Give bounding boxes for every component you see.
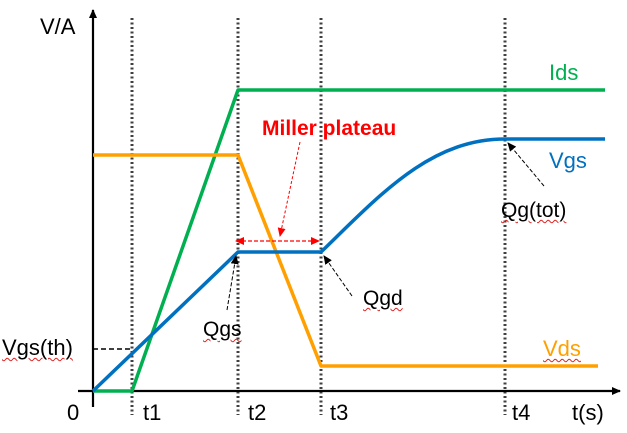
qg-tot-label: Qg(tot) <box>501 199 567 222</box>
ids-curve <box>93 88 605 393</box>
t3-label: t3 <box>330 400 349 425</box>
y-axis-label: V/A <box>40 14 76 39</box>
qgd-pointer-arrow <box>323 255 353 297</box>
qg-tot-pointer-arrow <box>507 142 545 187</box>
qgs-pointer-arrow <box>226 255 239 311</box>
vgs-curve <box>91 137 605 393</box>
vds-curve <box>93 153 598 368</box>
x-axis-label: t(s) <box>572 400 604 425</box>
miller-plateau-label: Miller plateau <box>262 117 397 140</box>
origin-label: 0 <box>67 400 80 425</box>
t1-label: t1 <box>143 400 162 425</box>
t2-label: t2 <box>248 400 267 425</box>
qgs-label: Qgs <box>203 318 242 341</box>
vds-series-label: Vds <box>543 336 581 361</box>
miller-plateau-pointer-arrow <box>277 141 301 237</box>
t4-label: t4 <box>512 400 531 425</box>
ids-series-label: Ids <box>549 60 579 85</box>
time-marker-lines <box>130 18 507 415</box>
vgs-threshold-label: Vgs(th) <box>2 335 73 360</box>
qgd-label: Qgd <box>363 287 403 310</box>
vgs-series-label: Vgs <box>549 148 587 173</box>
